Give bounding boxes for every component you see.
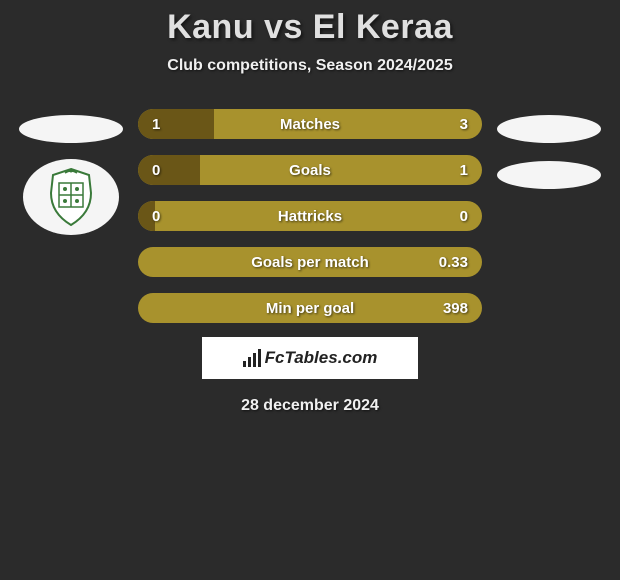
left-team-column: [16, 109, 126, 235]
stats-column: 1Matches30Goals10Hattricks0Goals per mat…: [138, 109, 482, 323]
stat-label: Hattricks: [138, 201, 482, 231]
stat-value-right: 1: [460, 155, 468, 185]
stat-value-right: 398: [443, 293, 468, 323]
shield-crest-icon: [39, 165, 103, 229]
right-team-column: [494, 109, 604, 189]
stat-value-right: 0: [460, 201, 468, 231]
stat-label: Matches: [138, 109, 482, 139]
stat-bar: 0Goals1: [138, 155, 482, 185]
date-text: 28 december 2024: [0, 397, 620, 415]
brand-text: FcTables.com: [265, 348, 378, 368]
stat-bar: 0Hattricks0: [138, 201, 482, 231]
left-team-badge-placeholder: [19, 115, 123, 143]
stat-label: Goals per match: [138, 247, 482, 277]
brand-link[interactable]: FcTables.com: [202, 337, 418, 379]
subtitle: Club competitions, Season 2024/2025: [0, 57, 620, 75]
right-team-badge-placeholder-2: [497, 161, 601, 189]
stat-value-right: 0.33: [439, 247, 468, 277]
right-team-badge-placeholder-1: [497, 115, 601, 143]
bars-chart-icon: [243, 349, 261, 367]
left-team-crest: [23, 159, 119, 235]
stat-label: Goals: [138, 155, 482, 185]
stat-label: Min per goal: [138, 293, 482, 323]
main-row: 1Matches30Goals10Hattricks0Goals per mat…: [0, 109, 620, 323]
page-title: Kanu vs El Keraa: [0, 8, 620, 47]
stat-bar: Goals per match0.33: [138, 247, 482, 277]
stat-bar: 1Matches3: [138, 109, 482, 139]
stat-value-right: 3: [460, 109, 468, 139]
stat-bar: Min per goal398: [138, 293, 482, 323]
comparison-card: Kanu vs El Keraa Club competitions, Seas…: [0, 0, 620, 415]
